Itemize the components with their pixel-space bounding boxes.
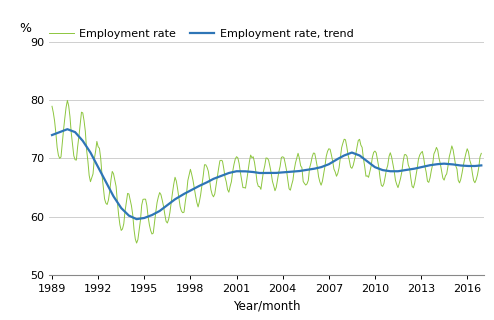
Employment rate, trend — [49, 133, 55, 137]
Employment rate, trend — [64, 127, 70, 131]
Employment rate, trend — [292, 170, 298, 173]
Employment rate, trend — [478, 164, 484, 167]
Legend: Employment rate, Employment rate, trend: Employment rate, Employment rate, trend — [49, 29, 353, 39]
Employment rate, trend — [54, 131, 60, 135]
Line: Employment rate: Employment rate — [52, 100, 481, 243]
Employment rate, trend — [180, 193, 186, 196]
Employment rate — [54, 146, 60, 149]
Employment rate — [292, 161, 298, 165]
Employment rate — [64, 99, 70, 102]
Line: Employment rate, trend: Employment rate, trend — [52, 129, 481, 219]
X-axis label: Year/month: Year/month — [233, 300, 300, 313]
Employment rate, trend — [146, 214, 152, 218]
Employment rate — [146, 223, 152, 227]
Employment rate — [49, 104, 55, 108]
Employment rate — [478, 151, 484, 155]
Employment rate, trend — [133, 217, 139, 221]
Employment rate — [133, 241, 139, 245]
Employment rate, trend — [408, 167, 414, 171]
Employment rate — [180, 211, 186, 215]
Employment rate — [403, 153, 409, 156]
Employment rate — [408, 176, 414, 180]
Employment rate, trend — [403, 168, 409, 172]
Text: %: % — [19, 21, 31, 35]
